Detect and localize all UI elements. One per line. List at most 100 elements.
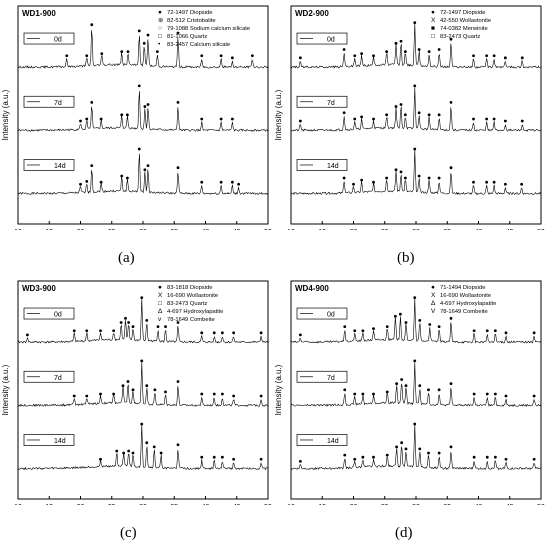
x-tick-label: 25 — [108, 229, 116, 230]
legend-marker: ● — [158, 284, 162, 291]
peak-marker — [143, 168, 147, 172]
chart-title: WD4-900 — [295, 284, 329, 293]
series-label-box — [296, 159, 348, 171]
peak-marker — [413, 296, 417, 300]
pattern-line — [17, 153, 268, 196]
series-label-box — [23, 159, 75, 171]
x-tick-label: 25 — [108, 504, 116, 505]
peak-marker — [143, 105, 147, 108]
peak-marker — [131, 451, 135, 455]
peak-marker — [394, 41, 398, 45]
peak-marker — [472, 117, 475, 121]
peak-marker — [372, 54, 375, 58]
peak-marker — [449, 316, 453, 320]
peak-marker — [200, 117, 204, 121]
peak-marker — [85, 179, 89, 183]
peak-marker — [99, 117, 103, 121]
pattern-line — [17, 91, 268, 132]
legend-marker: ● — [431, 284, 435, 291]
x-tick-label: 35 — [443, 229, 451, 230]
peak-marker — [230, 180, 234, 184]
series-label: 14d — [54, 163, 66, 170]
pattern-line — [18, 424, 268, 471]
peak-marker — [127, 449, 131, 453]
x-tick-label: 40 — [202, 229, 210, 230]
peak-marker — [485, 117, 489, 121]
x-tick-label: 45 — [233, 229, 241, 230]
series-label: 14d — [327, 438, 339, 445]
peak-marker — [125, 176, 129, 180]
x-tick-label: 40 — [202, 504, 210, 505]
peak-marker — [403, 50, 407, 54]
legend-entry: 81-1066 Quartz — [167, 34, 207, 40]
peak-marker — [353, 54, 357, 58]
peak-marker — [343, 325, 347, 329]
legend-marker: ● — [158, 9, 162, 16]
x-tick-label: 25 — [381, 504, 389, 505]
peak-marker — [85, 117, 89, 121]
peak-marker — [520, 182, 524, 186]
y-axis-label: Intensity (a.u.) — [274, 89, 283, 140]
peak-marker — [219, 117, 223, 121]
peak-marker — [437, 451, 441, 455]
peak-marker — [200, 331, 204, 335]
peak-marker — [176, 166, 180, 170]
peak-marker — [212, 455, 216, 459]
peak-marker — [413, 84, 417, 88]
series-label-box — [296, 370, 348, 383]
panel-label-c: (c) — [120, 525, 137, 541]
peak-marker — [298, 56, 302, 60]
chart-panel-d: 1015202530354045502θ (deg.)Intensity (a.… — [273, 275, 545, 550]
pattern-line — [17, 30, 268, 69]
peak-marker — [361, 392, 365, 396]
legend-marker: ⊛ — [158, 17, 164, 24]
peak-marker — [90, 101, 94, 104]
legend-entry: 71-1494 Diopside — [440, 285, 485, 291]
peak-marker — [85, 54, 89, 58]
peak-marker — [122, 451, 126, 455]
peak-marker — [400, 441, 404, 445]
peak-marker — [449, 445, 453, 449]
pattern-line — [17, 298, 268, 344]
peak-marker — [124, 316, 127, 320]
peak-marker — [361, 455, 365, 459]
peak-marker — [176, 380, 180, 383]
peak-marker — [399, 170, 403, 174]
peak-marker — [485, 180, 489, 184]
x-tick-label: 45 — [233, 504, 241, 505]
legend-entry: 79-1088 Sodium calcium silicate — [167, 26, 250, 32]
peak-marker — [403, 113, 407, 117]
peak-marker — [176, 443, 180, 447]
peak-marker — [472, 180, 475, 184]
peak-marker — [137, 84, 141, 88]
x-tick-label: 35 — [443, 504, 451, 505]
legend-marker: v — [158, 316, 162, 323]
legend-marker: • — [158, 41, 161, 48]
legend-entry: 78-1649 Combeite — [167, 317, 215, 323]
peak-marker — [437, 48, 441, 51]
peak-marker — [485, 392, 489, 396]
peak-marker — [418, 319, 422, 322]
peak-marker — [25, 333, 29, 337]
panel-label-a: (a) — [118, 250, 135, 266]
legend-marker: ○ — [158, 25, 162, 32]
peak-marker — [153, 388, 157, 392]
peak-marker — [492, 180, 496, 184]
peak-marker — [417, 111, 421, 115]
legend-entry: 4-697 Hydroxylapatite — [440, 301, 496, 307]
peak-marker — [385, 325, 389, 329]
peak-marker — [493, 455, 497, 459]
peak-marker — [342, 176, 346, 180]
x-tick-label: 30 — [139, 229, 147, 230]
peak-marker — [119, 321, 123, 324]
x-tick-label: 50 — [537, 229, 545, 230]
series-label: 0d — [54, 312, 62, 319]
pattern-line — [290, 149, 541, 196]
pattern-line — [290, 87, 541, 132]
peak-marker — [137, 147, 141, 151]
peak-marker — [404, 447, 408, 451]
peak-marker — [503, 119, 507, 123]
legend-marker: X — [431, 17, 436, 24]
peak-marker — [437, 113, 441, 117]
chart-panel-c: 1015202530354045502θ (graus)Intensity (a… — [0, 275, 272, 550]
